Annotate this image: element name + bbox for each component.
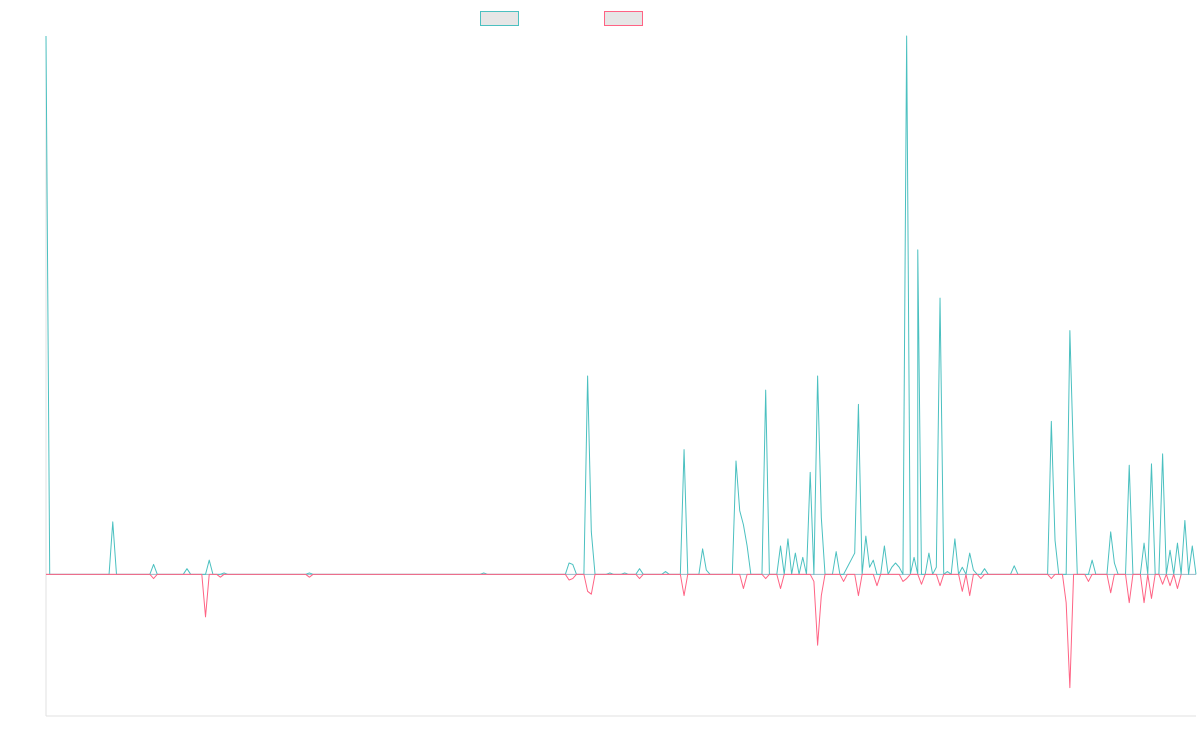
chart-legend <box>0 9 1200 27</box>
series-line-2[interactable] <box>46 573 1182 689</box>
legend-item-2[interactable] <box>604 9 649 27</box>
legend-swatch-1 <box>480 10 519 26</box>
legend-item-1[interactable] <box>480 9 525 27</box>
chart-axes <box>45 36 1196 717</box>
series-line-1[interactable] <box>45 35 1197 575</box>
chart-series <box>45 35 1197 689</box>
legend-swatch-2 <box>604 10 643 26</box>
